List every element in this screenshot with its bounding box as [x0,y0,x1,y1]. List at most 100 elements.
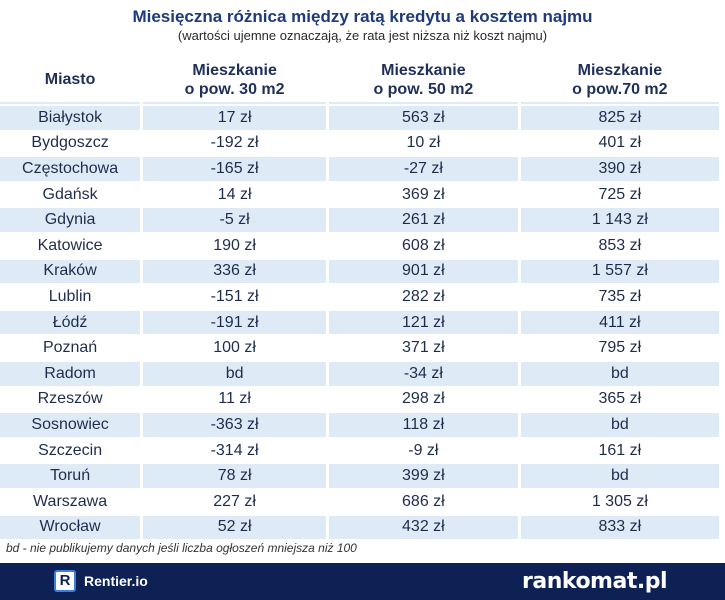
cell-city: Poznań [0,336,141,360]
cell-30m2: 190 zł [143,233,327,258]
table-row: Lublin -151 zł 282 zł 735 zł [0,285,719,309]
cell-city: Warszawa [0,489,141,514]
cell-70m2: 161 zł [520,438,719,463]
footnote: bd - nie publikujemy danych jeśli liczba… [6,541,357,555]
column-header-line1: Miasto [44,71,96,88]
table-row: Toruń 78 zł 399 zł bd [0,464,719,488]
cell-30m2: -151 zł [143,285,327,309]
data-table-container: Miasto Mieszkanie o pow. 30 m2 Mieszkani… [0,55,725,541]
cell-city: Bydgoszcz [0,131,141,156]
cell-70m2: 735 zł [520,285,719,309]
column-header-70m2: Mieszkanie o pow.70 m2 [520,57,719,104]
footer-bar: R Rentier.io rankomat.pl [0,563,725,600]
cell-city: Szczecin [0,438,141,463]
cell-50m2: -9 zł [329,438,518,463]
cell-50m2: 608 zł [329,233,518,258]
cell-30m2: 52 zł [143,515,327,540]
table-row: Poznań 100 zł 371 zł 795 zł [0,336,719,360]
column-header-line2: o pow. 50 m2 [373,80,474,98]
cell-70m2: 411 zł [520,310,719,335]
cell-70m2: 401 zł [520,131,719,156]
cell-70m2: bd [520,464,719,488]
table-row: Gdynia -5 zł 261 zł 1 143 zł [0,208,719,232]
cell-city: Lublin [0,285,141,309]
cell-city: Częstochowa [0,157,141,181]
cell-30m2: bd [143,361,327,386]
rankomat-logo: rankomat.pl [522,569,667,594]
cell-30m2: 11 zł [143,387,327,412]
cell-70m2: 1 557 zł [520,259,719,284]
cell-50m2: 901 zł [329,259,518,284]
table-row: Gdańsk 14 zł 369 zł 725 zł [0,182,719,207]
cell-city: Radom [0,361,141,386]
cell-30m2: -192 zł [143,131,327,156]
cell-50m2: -34 zł [329,361,518,386]
cell-70m2: 833 zł [520,515,719,540]
cell-30m2: 78 zł [143,464,327,488]
cell-50m2: 563 zł [329,106,518,130]
cell-30m2: 100 zł [143,336,327,360]
cell-70m2: 795 zł [520,336,719,360]
cell-30m2: -314 zł [143,438,327,463]
column-header-line1: Mieszkanie [381,61,466,79]
table-row: Szczecin -314 zł -9 zł 161 zł [0,438,719,463]
cell-70m2: 853 zł [520,233,719,258]
cell-50m2: 686 zł [329,489,518,514]
table-row: Rzeszów 11 zł 298 zł 365 zł [0,387,719,412]
cell-70m2: 390 zł [520,157,719,181]
cell-city: Toruń [0,464,141,488]
column-header-50m2: Mieszkanie o pow. 50 m2 [329,57,518,104]
table-header-row: Miasto Mieszkanie o pow. 30 m2 Mieszkani… [0,57,719,104]
cell-city: Gdańsk [0,182,141,207]
column-header-line2: o pow.70 m2 [572,80,668,98]
cell-30m2: -191 zł [143,310,327,335]
cell-30m2: 14 zł [143,182,327,207]
cell-30m2: 227 zł [143,489,327,514]
cell-70m2: 1 305 zł [520,489,719,514]
table-body: Białystok 17 zł 563 zł 825 zł Bydgoszcz -192 … [0,106,719,540]
cell-city: Wrocław [0,515,141,540]
cell-50m2: 10 zł [329,131,518,156]
title-block: Miesięczna różnica między ratą kredytu a… [0,0,725,52]
table-row: Łódź -191 zł 121 zł 411 zł [0,310,719,335]
cell-70m2: 725 zł [520,182,719,207]
cell-50m2: 432 zł [329,515,518,540]
cell-30m2: -5 zł [143,208,327,232]
rentier-label: Rentier.io [84,573,148,589]
cell-50m2: 371 zł [329,336,518,360]
cell-50m2: 121 zł [329,310,518,335]
cell-30m2: -363 zł [143,413,327,437]
data-table: Miasto Mieszkanie o pow. 30 m2 Mieszkani… [0,55,722,541]
cell-50m2: 282 zł [329,285,518,309]
cell-city: Białystok [0,106,141,130]
cell-30m2: -165 zł [143,157,327,181]
cell-city: Łódź [0,310,141,335]
table-row: Radom bd -34 zł bd [0,361,719,386]
column-header-line1: Mieszkanie [192,61,277,79]
cell-70m2: bd [520,361,719,386]
cell-70m2: bd [520,413,719,437]
cell-70m2: 1 143 zł [520,208,719,232]
cell-city: Gdynia [0,208,141,232]
column-header-line1: Mieszkanie [577,61,663,79]
cell-70m2: 825 zł [520,106,719,130]
cell-50m2: 261 zł [329,208,518,232]
table-row: Kraków 336 zł 901 zł 1 557 zł [0,259,719,284]
table-row: Warszawa 227 zł 686 zł 1 305 zł [0,489,719,514]
cell-50m2: 399 zł [329,464,518,488]
cell-city: Kraków [0,259,141,284]
table-row: Katowice 190 zł 608 zł 853 zł [0,233,719,258]
cell-50m2: 118 zł [329,413,518,437]
rentier-logo-icon: R [54,570,76,592]
cell-70m2: 365 zł [520,387,719,412]
page-title: Miesięczna różnica między ratą kredytu a… [132,7,593,26]
column-header-30m2: Mieszkanie o pow. 30 m2 [143,57,327,104]
cell-30m2: 336 zł [143,259,327,284]
cell-30m2: 17 zł [143,106,327,130]
table-row: Wrocław 52 zł 432 zł 833 zł [0,515,719,540]
cell-city: Sosnowiec [0,413,141,437]
cell-city: Rzeszów [0,387,141,412]
table-row: Częstochowa -165 zł -27 zł 390 zł [0,157,719,181]
column-header-line2: o pow. 30 m2 [184,80,285,98]
table-row: Białystok 17 zł 563 zł 825 zł [0,106,719,130]
